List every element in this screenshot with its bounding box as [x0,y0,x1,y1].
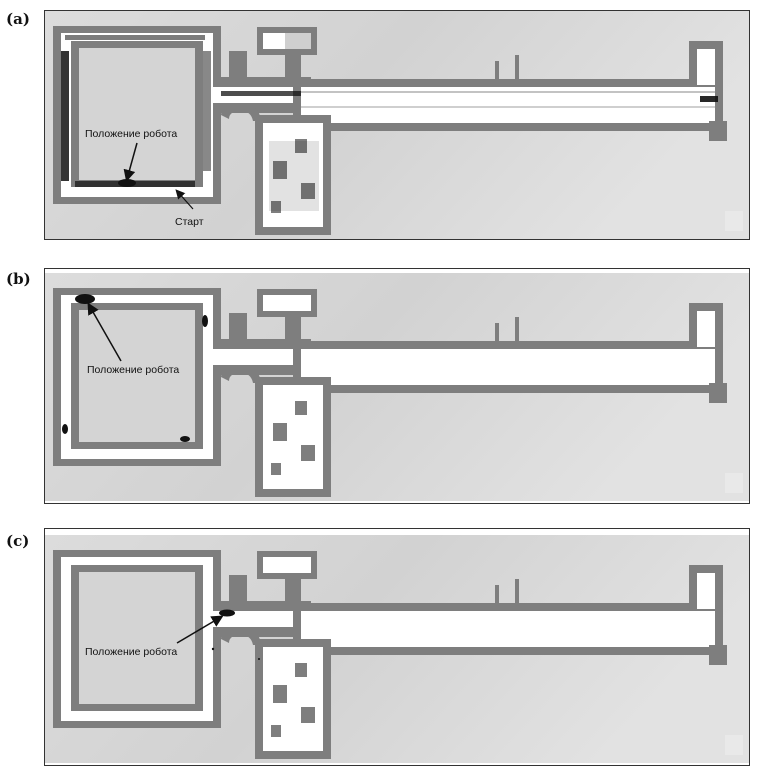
robot-marker-a [118,179,136,187]
particle-cluster-b2 [180,436,190,442]
panel-c-label: (c) [6,532,30,550]
particle-cluster-b1 [202,315,208,327]
particle-cluster-b3 [62,424,68,434]
panel-c-svg: Положение робота [45,535,749,763]
panel-b-map: Положение робота [44,268,750,504]
panel-a-map: Положение робота Старт [44,10,750,240]
panel-b-svg: Положение робота [45,273,749,501]
robot-label-a: Положение робота [85,128,177,140]
panel-b-label: (b) [6,270,31,288]
robot-marker-c [219,609,235,617]
robot-label-c: Положение робота [85,646,177,658]
panel-c-map: Положение робота [44,528,750,766]
robot-label-b: Положение робота [87,364,179,376]
panel-a-svg: Положение робота Старт [45,11,749,239]
robot-marker-b [75,294,95,304]
start-label-a: Старт [175,216,204,228]
panel-a-label: (a) [6,10,30,28]
